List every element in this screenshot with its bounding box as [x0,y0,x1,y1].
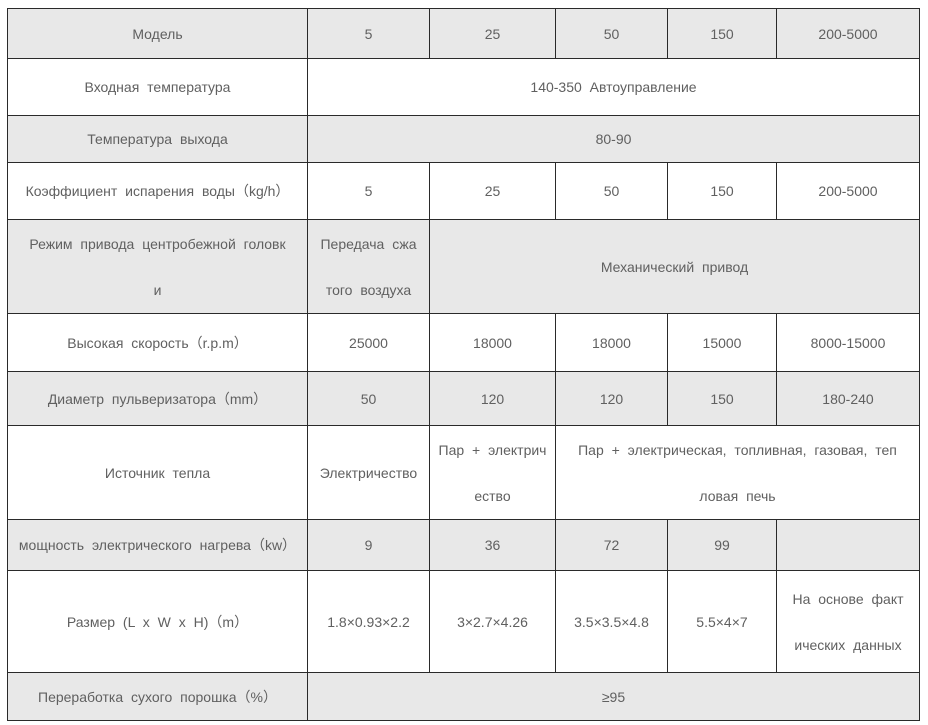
table-row-outlet-temperature: Температура выхода 80-90 [7,115,920,163]
value-cell-empty [776,519,920,571]
value-cell: 25 [429,162,556,220]
value-cell-span: 80-90 [307,115,920,163]
value-cell: Передача сжа того воздуха [307,219,430,314]
value-cell: 50 [555,8,668,59]
value-cell-span: 140-350 Автоуправление [307,58,920,116]
table-row-size: Размер (L x W x H)（m） 1.8×0.93×2.2 3×2.7… [7,570,920,673]
spec-table: Модель 5 25 50 150 200-5000 Входная темп… [7,8,920,721]
value-cell: 50 [307,371,430,426]
value-cell: 18000 [555,313,668,372]
value-cell: 50 [555,162,668,220]
value-cell-span: Пар + электрическая, топливная, газовая,… [555,425,920,520]
value-cell: 99 [667,519,777,571]
value-cell: 5 [307,8,430,59]
value-cell: 8000-15000 [776,313,920,372]
table-row-drive-mode: Режим привода центробежной головк и Пере… [7,219,920,314]
row-label-cell: Коэффициент испарения воды（kg/h） [7,162,308,220]
table-row-heat-source: Источник тепла Электричество Пар + элект… [7,425,920,520]
row-label-cell: мощность электрического нагрева（kw） [7,519,308,571]
value-cell: 200-5000 [776,8,920,59]
value-cell: 120 [555,371,668,426]
value-cell: 200-5000 [776,162,920,220]
row-label-cell: Высокая скорость（r.p.m） [7,313,308,372]
value-cell: 72 [555,519,668,571]
row-label-cell: Входная температура [7,58,308,116]
value-cell: 3×2.7×4.26 [429,570,556,673]
value-cell: 5 [307,162,430,220]
row-label-cell: Диаметр пульверизатора（mm） [7,371,308,426]
row-label-cell: Источник тепла [7,425,308,520]
table-row-model: Модель 5 25 50 150 200-5000 [7,8,920,59]
value-cell: 9 [307,519,430,571]
value-cell: 25 [429,8,556,59]
table-row-atomizer-diameter: Диаметр пульверизатора（mm） 50 120 120 15… [7,371,920,426]
row-label-cell: Режим привода центробежной головк и [7,219,308,314]
row-label-cell: Температура выхода [7,115,308,163]
row-label-cell: Переработка сухого порошка（%） [7,672,308,721]
value-cell: 25000 [307,313,430,372]
value-cell: 3.5×3.5×4.8 [555,570,668,673]
table-row-inlet-temperature: Входная температура 140-350 Автоуправлен… [7,58,920,116]
row-label-cell: Модель [7,8,308,59]
value-cell: 15000 [667,313,777,372]
value-cell: 1.8×0.93×2.2 [307,570,430,673]
table-row-water-evaporation: Коэффициент испарения воды（kg/h） 5 25 50… [7,162,920,220]
value-cell: 180-240 [776,371,920,426]
value-cell-span: ≥95 [307,672,920,721]
value-cell: Пар + электрич ество [429,425,556,520]
value-cell: 150 [667,162,777,220]
value-cell: 18000 [429,313,556,372]
table-row-heating-power: мощность электрического нагрева（kw） 9 36… [7,519,920,571]
value-cell: 120 [429,371,556,426]
value-cell: На основе факт ических данных [776,570,920,673]
value-cell: 150 [667,8,777,59]
value-cell: 36 [429,519,556,571]
value-cell: 5.5×4×7 [667,570,777,673]
table-row-dry-powder-recovery: Переработка сухого порошка（%） ≥95 [7,672,920,721]
value-cell: 150 [667,371,777,426]
row-label-cell: Размер (L x W x H)（m） [7,570,308,673]
value-cell-span: Механический привод [429,219,920,314]
table-row-high-speed: Высокая скорость（r.p.m） 25000 18000 1800… [7,313,920,372]
value-cell: Электричество [307,425,430,520]
